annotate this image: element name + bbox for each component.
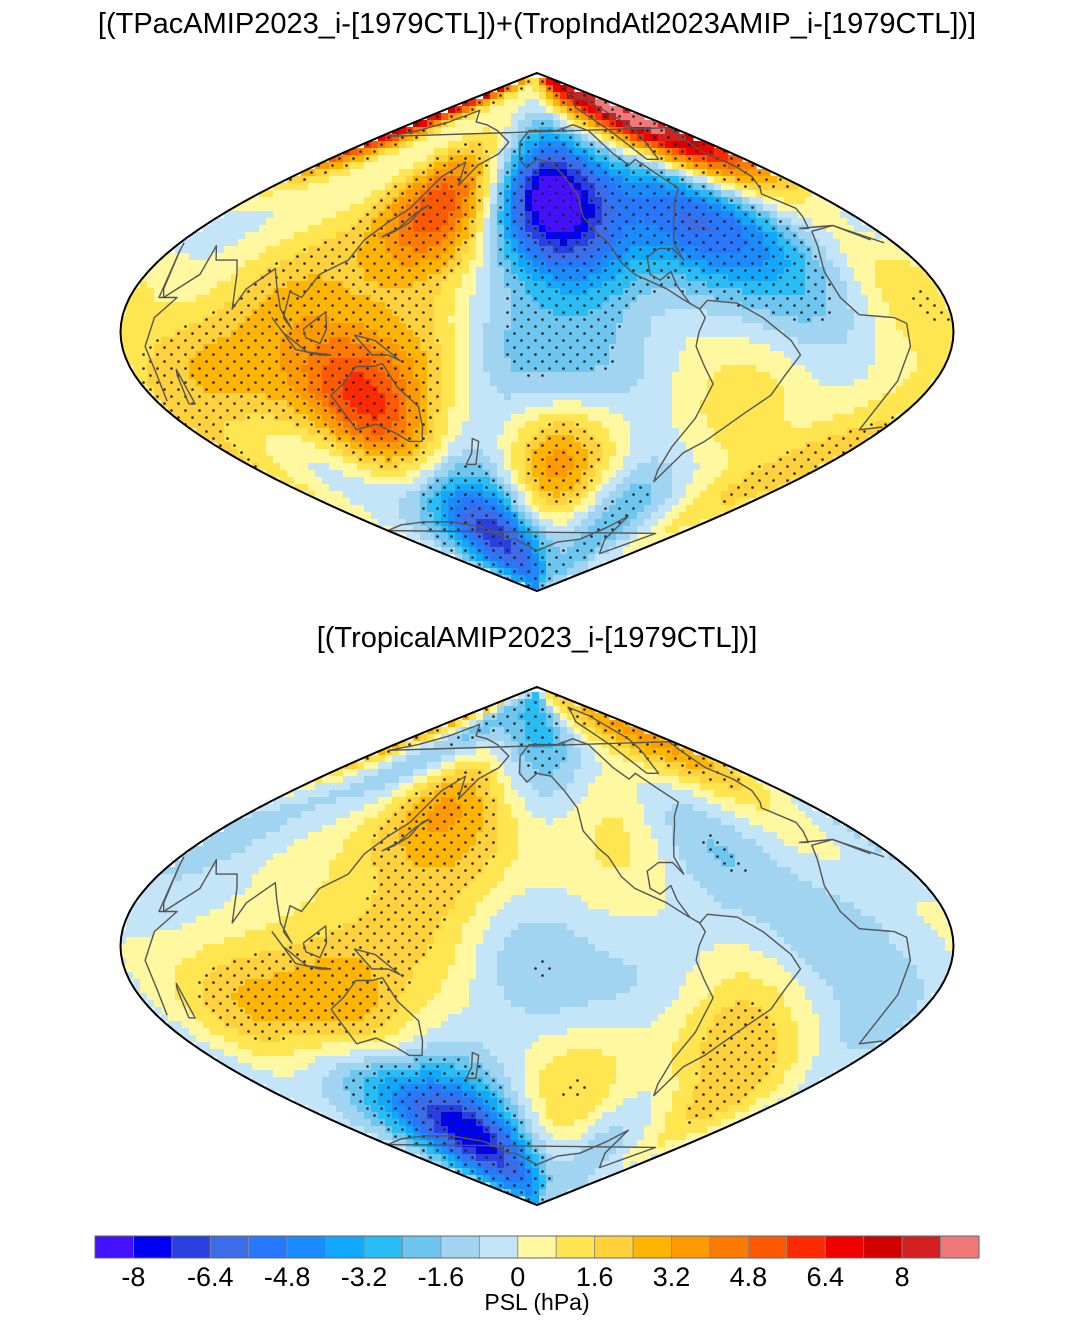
panel-2-map bbox=[119, 685, 955, 1207]
colorbar-box bbox=[901, 1235, 941, 1259]
colorbar-box bbox=[286, 1235, 327, 1259]
colorbar-tick-label: 0 bbox=[510, 1262, 525, 1292]
colorbar-box bbox=[863, 1235, 903, 1259]
colorbar-tick-label: -3.2 bbox=[341, 1262, 388, 1292]
colorbar-tick-label: 3.2 bbox=[653, 1262, 691, 1292]
colorbar-box bbox=[671, 1235, 711, 1259]
colorbar-tick-label: -8 bbox=[121, 1262, 145, 1292]
colorbar-box bbox=[440, 1235, 480, 1259]
colorbar-box bbox=[555, 1235, 596, 1259]
colorbar: -8 -6.4 -4.8 -3.2 -1.6 0 1.6 3.2 4.8 6.4 8 PSL (hP… bbox=[94, 1235, 980, 1315]
colorbar-tick-label: 6.4 bbox=[806, 1262, 844, 1292]
colorbar-tick-label: 4.8 bbox=[730, 1262, 768, 1292]
colorbar-box bbox=[171, 1235, 211, 1259]
colorbar-tick-label: -4.8 bbox=[264, 1262, 311, 1292]
colorbar-label: PSL (hPa) bbox=[484, 1289, 589, 1315]
colorbar-ticks: -8 -6.4 -4.8 -3.2 -1.6 0 1.6 3.2 4.8 6.4 8 bbox=[121, 1262, 909, 1292]
colorbar-box bbox=[709, 1235, 749, 1259]
panel-2-title: [(TropicalAMIP2023_i-[1979CTL])] bbox=[316, 622, 758, 654]
colorbar-box bbox=[940, 1235, 980, 1259]
colorbar-box bbox=[402, 1235, 442, 1259]
colorbar-box bbox=[632, 1235, 672, 1259]
colorbar-tick-label: 1.6 bbox=[576, 1262, 614, 1292]
colorbar-box bbox=[594, 1235, 634, 1259]
panel-1-title: [(TPacAMIP2023_i-[1979CTL])+(TropIndAtl2… bbox=[97, 8, 977, 40]
colorbar-tick-label: -6.4 bbox=[187, 1262, 234, 1292]
colorbar-box bbox=[363, 1235, 403, 1259]
colorbar-box bbox=[248, 1235, 288, 1259]
colorbar-box bbox=[478, 1235, 519, 1259]
colorbar-tick-label: -1.6 bbox=[418, 1262, 465, 1292]
colorbar-box bbox=[325, 1235, 365, 1259]
colorbar-box bbox=[209, 1235, 250, 1259]
colorbar-boxes bbox=[94, 1235, 980, 1259]
colorbar-box bbox=[747, 1235, 788, 1259]
colorbar-box bbox=[94, 1235, 134, 1259]
colorbar-box bbox=[824, 1235, 865, 1259]
panel-1-map bbox=[119, 71, 955, 593]
colorbar-box bbox=[786, 1235, 826, 1259]
colorbar-tick-label: 8 bbox=[895, 1262, 910, 1292]
colorbar-box bbox=[517, 1235, 557, 1259]
colorbar-box bbox=[133, 1235, 173, 1259]
